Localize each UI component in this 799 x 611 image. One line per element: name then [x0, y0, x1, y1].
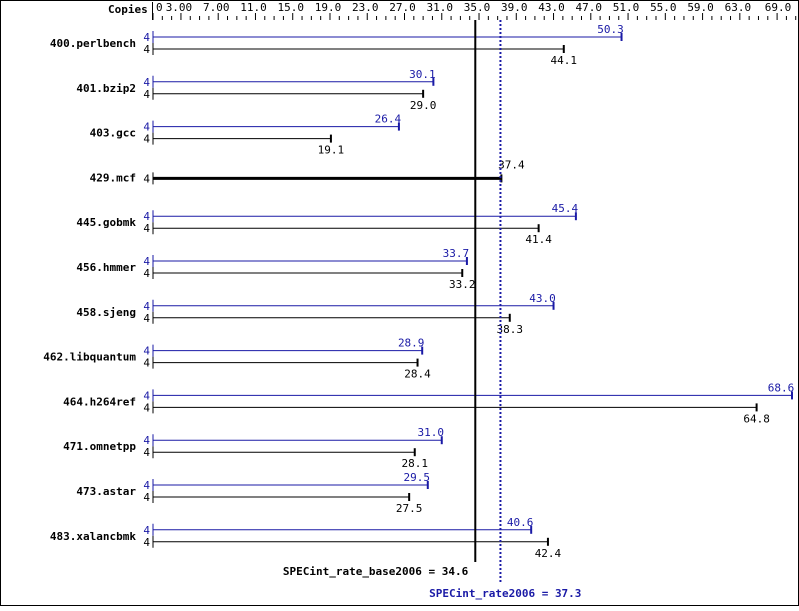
- tick-label: 39.0: [501, 1, 528, 14]
- copies-label: 4: [143, 121, 150, 134]
- copies-label: 4: [143, 401, 150, 414]
- copies-label: 4: [143, 76, 150, 89]
- peak-value-label: 50.3: [597, 23, 624, 36]
- tick-label: 23.0: [352, 1, 379, 14]
- benchmark-label: 462.libquantum: [43, 351, 136, 364]
- peak-value-label: 33.7: [443, 247, 470, 260]
- benchmark-label: 403.gcc: [90, 127, 136, 140]
- tick-label: 55.0: [650, 1, 677, 14]
- tick-label: 51.0: [613, 1, 640, 14]
- base-value-label: 64.8: [743, 412, 770, 425]
- copies-label: 4: [143, 172, 150, 185]
- benchmark-label: 473.astar: [76, 485, 136, 498]
- copies-label: 4: [143, 389, 150, 402]
- copies-label: 4: [143, 524, 150, 537]
- benchmark-label: 445.gobmk: [76, 216, 136, 229]
- tick-label: 63.0: [725, 1, 752, 14]
- tick-label: 3.00: [166, 1, 193, 14]
- base-value-label: 29.0: [410, 99, 437, 112]
- copies-label: 4: [143, 267, 150, 280]
- tick-label: 11.0: [240, 1, 267, 14]
- peak-value-label: 43.0: [529, 292, 556, 305]
- copies-label: 4: [143, 491, 150, 504]
- peak-value-label: 26.4: [375, 113, 402, 126]
- tick-label: 0: [156, 1, 163, 14]
- copies-label: 4: [143, 345, 150, 358]
- copies-label: 4: [143, 357, 150, 370]
- peak-value-label: 30.1: [409, 68, 436, 81]
- copies-label: 4: [143, 133, 150, 146]
- summary-base-label: SPECint_rate_base2006 = 34.6: [283, 565, 469, 578]
- tick-label: 7.00: [203, 1, 230, 14]
- benchmark-label: 456.hmmer: [76, 261, 136, 274]
- base-value-label: 37.4: [498, 158, 525, 171]
- axis-label: Copies: [108, 3, 148, 16]
- base-value-label: 28.1: [401, 457, 428, 470]
- tick-label: 69.0: [765, 1, 792, 14]
- base-value-label: 44.1: [551, 54, 578, 67]
- tick-label: 43.0: [538, 1, 565, 14]
- peak-value-label: 28.9: [398, 337, 425, 350]
- tick-label: 47.0: [576, 1, 603, 14]
- summary-peak-label: SPECint_rate2006 = 37.3: [429, 587, 581, 600]
- peak-value-label: 40.6: [507, 516, 534, 529]
- copies-label: 4: [143, 446, 150, 459]
- axis-ticks: 0 3.00 7.00 11.0 15.0 19.0 23.0 27.0 31.0 35.0 39.…: [152, 1, 797, 20]
- base-value-label: 19.1: [318, 144, 345, 157]
- copies-label: 4: [143, 479, 150, 492]
- benchmark-label: 458.sjeng: [76, 306, 136, 319]
- peak-value-label: 29.5: [404, 471, 431, 484]
- tick-label: 59.0: [687, 1, 714, 14]
- copies-label: 4: [143, 43, 150, 56]
- copies-label: 4: [143, 31, 150, 44]
- copies-label: 4: [143, 312, 150, 325]
- benchmark-label: 471.omnetpp: [63, 440, 136, 453]
- copies-label: 4: [143, 434, 150, 447]
- base-value-label: 28.4: [404, 368, 431, 381]
- base-value-label: 33.2: [449, 278, 476, 291]
- copies-label: 4: [143, 536, 150, 549]
- tick-label: 27.0: [389, 1, 416, 14]
- tick-label: 15.0: [277, 1, 304, 14]
- benchmark-label: 429.mcf: [90, 171, 136, 184]
- base-value-label: 41.4: [525, 233, 552, 246]
- base-value-label: 42.4: [535, 547, 562, 560]
- copies-label: 4: [143, 255, 150, 268]
- copies-label: 4: [143, 88, 150, 101]
- benchmark-label: 464.h264ref: [63, 395, 136, 408]
- base-value-label: 38.3: [497, 323, 524, 336]
- tick-label: 19.0: [315, 1, 342, 14]
- tick-label: 31.0: [427, 1, 454, 14]
- base-value-label: 27.5: [396, 502, 423, 515]
- benchmark-label: 400.perlbench: [50, 37, 136, 50]
- copies-label: 4: [143, 300, 150, 313]
- peak-value-label: 68.6: [768, 381, 795, 394]
- benchmark-label: 483.xalancbmk: [50, 530, 136, 543]
- peak-value-label: 45.4: [552, 202, 579, 215]
- peak-value-label: 31.0: [418, 426, 445, 439]
- copies-label: 4: [143, 210, 150, 223]
- copies-label: 4: [143, 222, 150, 235]
- benchmark-label: 401.bzip2: [76, 82, 136, 95]
- tick-label: 35.0: [464, 1, 491, 14]
